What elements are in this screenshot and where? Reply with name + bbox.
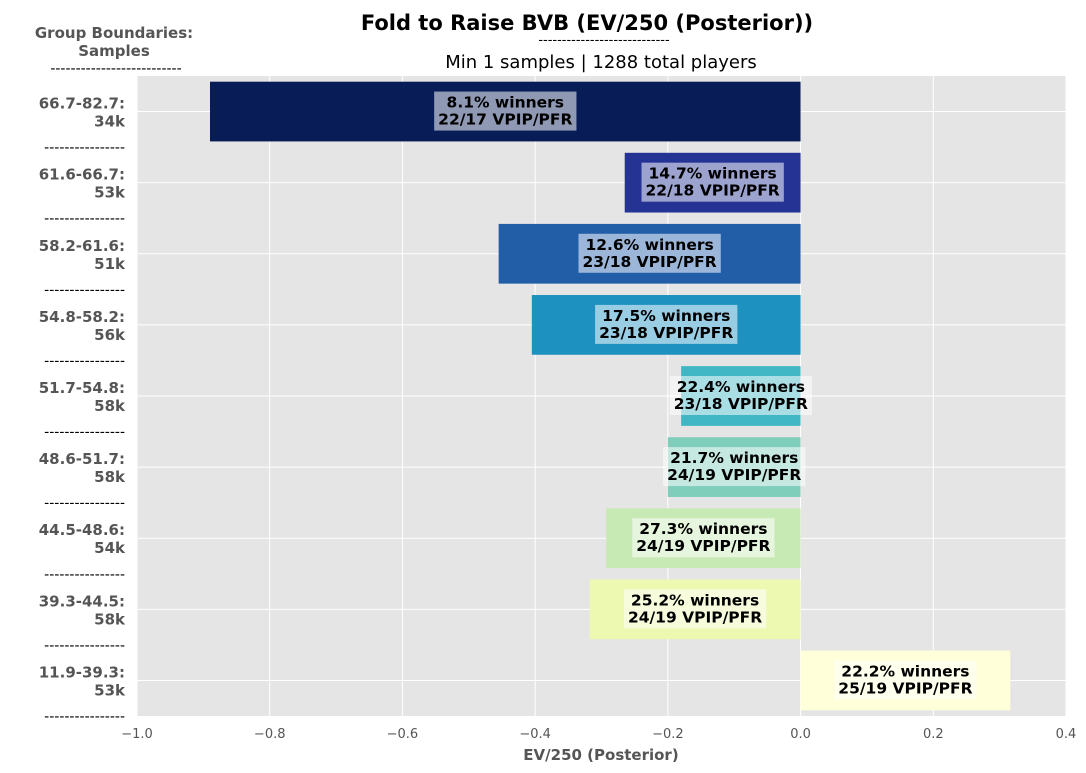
group-separator: ----------------: [44, 425, 125, 441]
group-boundary-label: 48.6-51.7:: [39, 450, 125, 468]
x-axis-ticks: −1.0 −0.8 −0.6 −0.4 −0.2 0.0 0.2 0.4: [121, 727, 1076, 742]
bar-label-box: [663, 447, 806, 487]
group-boundary-label: 51.7-54.8:: [39, 379, 125, 397]
group-boundary-label: 61.6-66.7:: [39, 166, 125, 184]
bar-label-box: [641, 162, 784, 202]
group-separator: ----------------: [44, 282, 125, 298]
bar-label-winners: 22.4% winners: [677, 378, 805, 396]
y-axis-labels: 66.7-82.7:34k----------------61.6-66.7:5…: [39, 95, 126, 725]
side-header-line-2: Samples: [78, 42, 150, 60]
bar-label-winners: 27.3% winners: [639, 520, 767, 538]
group-samples-label: 56k: [94, 326, 126, 344]
bar-label-winners: 22.2% winners: [841, 662, 969, 680]
group-samples-label: 54k: [94, 539, 126, 557]
x-tick-label: −0.2: [652, 727, 684, 742]
group-boundary-label: 54.8-58.2:: [39, 308, 125, 326]
group-samples-label: 34k: [94, 113, 126, 131]
bar-label-vpip: 23/18 VPIP/PFR: [674, 395, 808, 413]
bar-label-winners: 17.5% winners: [602, 307, 730, 325]
chart-subtitle: Min 1 samples | 1288 total players: [445, 52, 757, 73]
bar-label-winners: 12.6% winners: [585, 236, 713, 254]
group-separator: ----------------: [44, 709, 125, 725]
group-samples-label: 58k: [94, 610, 126, 628]
bar-label-box: [595, 304, 738, 344]
group-boundary-label: 44.5-48.6:: [39, 521, 125, 539]
group-samples-label: 53k: [94, 184, 126, 202]
title-underline: ----------------------------: [538, 33, 670, 48]
group-boundary-label: 58.2-61.6:: [39, 237, 125, 255]
bar-label-box: [632, 518, 775, 558]
bar-label-vpip: 22/18 VPIP/PFR: [646, 182, 780, 200]
bar-label-vpip: 24/19 VPIP/PFR: [628, 608, 762, 626]
chart-title: Fold to Raise BVB (EV/250 (Posterior)): [361, 11, 813, 35]
x-tick-label: 0.2: [923, 727, 944, 742]
group-boundary-label: 39.3-44.5:: [39, 592, 125, 610]
group-samples-label: 58k: [94, 397, 126, 415]
bar-label-winners: 21.7% winners: [670, 449, 798, 467]
group-samples-label: 51k: [94, 255, 126, 273]
group-separator: ----------------: [44, 353, 125, 369]
bar-label-winners: 14.7% winners: [649, 165, 777, 183]
bar-label-box: [669, 376, 813, 415]
bar-label-box: [623, 589, 767, 629]
bar-label-box: [434, 91, 577, 131]
x-tick-label: −1.0: [121, 727, 153, 742]
bar-label-box: [834, 660, 977, 700]
bar-label-winners: 8.1% winners: [447, 94, 564, 112]
x-tick-label: 0.0: [790, 727, 811, 742]
group-boundary-label: 66.7-82.7:: [39, 95, 125, 113]
bar-label-vpip: 22/17 VPIP/PFR: [438, 111, 572, 129]
x-tick-label: −0.6: [387, 727, 419, 742]
side-header-underline: --------------------------: [50, 61, 181, 77]
group-separator: ----------------: [44, 211, 125, 227]
group-separator: ----------------: [44, 567, 125, 583]
bar-label-box: [578, 233, 721, 273]
group-separator: ----------------: [44, 638, 125, 654]
bar-label-winners: 25.2% winners: [631, 591, 759, 609]
bar-label-vpip: 25/19 VPIP/PFR: [838, 679, 972, 697]
x-tick-label: 0.4: [1056, 727, 1077, 742]
group-samples-label: 58k: [94, 468, 126, 486]
x-axis-label: EV/250 (Posterior): [523, 746, 678, 764]
bar-label-vpip: 23/18 VPIP/PFR: [599, 324, 733, 342]
bar-label-vpip: 24/19 VPIP/PFR: [667, 466, 801, 484]
group-samples-label: 53k: [94, 681, 126, 699]
group-boundary-label: 11.9-39.3:: [39, 663, 125, 681]
bar-label-vpip: 23/18 VPIP/PFR: [582, 253, 716, 271]
bar-label-vpip: 24/19 VPIP/PFR: [636, 537, 770, 555]
side-header-line-1: Group Boundaries:: [35, 24, 193, 42]
group-separator: ----------------: [44, 496, 125, 512]
x-tick-label: −0.8: [254, 727, 286, 742]
x-tick-label: −0.4: [519, 727, 551, 742]
group-separator: ----------------: [44, 140, 125, 156]
